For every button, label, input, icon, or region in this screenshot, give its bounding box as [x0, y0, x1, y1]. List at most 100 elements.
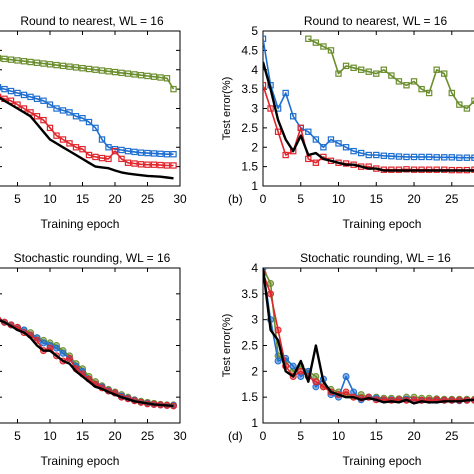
data-point-red	[297, 124, 304, 132]
x-tick-label: 25	[445, 429, 459, 443]
data-point-blue	[144, 149, 151, 157]
data-point-blue	[85, 118, 93, 126]
data-point-green	[33, 59, 41, 66]
data-point-red	[137, 161, 145, 168]
data-point-green	[395, 78, 403, 85]
data-point-green	[79, 64, 86, 72]
data-point-green	[320, 43, 327, 50]
data-point-blue	[118, 146, 125, 154]
data-point-green	[373, 70, 380, 77]
panel-b: 0 5 10 15 20 25 1 1.5 2 2.5 3 3.5 4 4.5 5 Round to near…	[221, 14, 474, 231]
x-tick-label: 15	[76, 192, 90, 206]
x-axis-label: Training epoch	[343, 217, 422, 231]
data-point-red	[118, 155, 125, 163]
chart-title: Round to nearest, WL = 16	[304, 14, 448, 28]
series-line-black	[0, 96, 174, 180]
data-point-red	[98, 154, 106, 162]
data-point-green	[105, 68, 112, 75]
data-point-green	[124, 70, 132, 77]
panel-a: 5 10 15 20 25 30 Round to nearest, WL = 16 Trai…	[0, 14, 187, 231]
data-point-red	[66, 354, 73, 362]
x-tick-label: 15	[370, 429, 384, 443]
data-point-red	[40, 116, 47, 124]
data-point-red	[92, 153, 99, 161]
panel-d: 0 5 10 15 20 25 1 1.5 2 2.5 3 3.5 4 Stochatic roundin…	[221, 251, 474, 468]
x-tick-label: 5	[297, 429, 304, 443]
chart-title: Round to nearest, WL = 16	[20, 14, 164, 28]
data-point-blue	[365, 151, 372, 159]
x-tick-label: 10	[332, 192, 346, 206]
data-point-red	[131, 160, 138, 167]
x-tick-label: 20	[407, 429, 421, 443]
data-point-green	[59, 62, 67, 70]
data-point-blue	[335, 140, 342, 147]
data-point-blue	[72, 113, 80, 120]
y-tick-label: 1.5	[241, 160, 258, 174]
data-point-green	[14, 57, 21, 64]
data-point-blue	[14, 89, 21, 97]
data-point-green	[137, 71, 145, 79]
data-point-red	[72, 144, 80, 151]
data-point-blue	[380, 152, 388, 159]
data-point-blue	[373, 151, 380, 159]
series-line-green	[307, 38, 474, 110]
x-tick-label: 5	[14, 429, 21, 443]
data-point-red	[274, 326, 282, 334]
data-point-red	[124, 159, 132, 166]
data-point-blue	[157, 150, 164, 158]
y-tick-label: 4	[251, 63, 258, 77]
data-point-blue	[403, 153, 410, 161]
data-point-green	[46, 61, 54, 68]
data-point-green	[456, 101, 463, 108]
data-point-blue	[456, 154, 463, 161]
chart-title: Stochatic rounding, WL = 16	[300, 251, 451, 265]
data-point-green	[163, 75, 171, 82]
y-tick-label: 1	[251, 416, 258, 430]
y-tick-label: 2	[251, 364, 258, 378]
x-tick-label: 5	[297, 192, 304, 206]
data-point-blue	[105, 144, 112, 151]
y-axis-label: Test error(%)	[221, 314, 233, 378]
data-point-green	[388, 72, 395, 79]
data-point-red	[59, 136, 67, 143]
data-point-green	[267, 280, 275, 287]
data-point-blue	[471, 154, 474, 161]
data-point-blue	[79, 114, 86, 122]
data-point-green	[118, 69, 125, 77]
y-tick-label: 1.5	[241, 390, 258, 404]
data-point-green	[150, 73, 158, 80]
series-line-red	[263, 272, 474, 402]
data-point-blue	[53, 105, 60, 112]
x-axis-label: Training epoch	[343, 454, 422, 468]
y-tick-label: 4	[251, 261, 258, 275]
data-point-blue	[92, 124, 99, 132]
data-point-green	[448, 89, 455, 97]
data-point-green	[403, 82, 410, 89]
x-tick-label: 30	[173, 192, 187, 206]
data-point-red	[53, 132, 60, 139]
data-point-green	[7, 56, 15, 63]
data-point-blue	[350, 147, 357, 155]
data-point-red	[85, 151, 93, 159]
data-point-blue	[320, 144, 327, 151]
x-tick-label: 20	[108, 192, 122, 206]
data-point-green	[342, 62, 350, 70]
data-point-red	[274, 128, 282, 135]
series-line-black	[263, 268, 474, 405]
data-point-blue	[40, 97, 47, 104]
data-point-blue	[1, 85, 8, 93]
data-point-green	[410, 78, 418, 85]
x-tick-label: 15	[370, 192, 384, 206]
data-point-blue	[7, 87, 15, 95]
data-point-blue	[312, 136, 320, 143]
data-point-green	[92, 66, 99, 73]
series-line-blue	[263, 38, 474, 159]
data-point-green	[131, 71, 138, 78]
data-point-blue	[425, 153, 433, 161]
data-point-green	[418, 85, 425, 93]
data-point-blue	[163, 151, 171, 158]
x-tick-label: 10	[43, 192, 57, 206]
data-point-green	[365, 68, 372, 75]
series-line-green	[263, 268, 474, 401]
y-tick-label: 2	[251, 140, 258, 154]
